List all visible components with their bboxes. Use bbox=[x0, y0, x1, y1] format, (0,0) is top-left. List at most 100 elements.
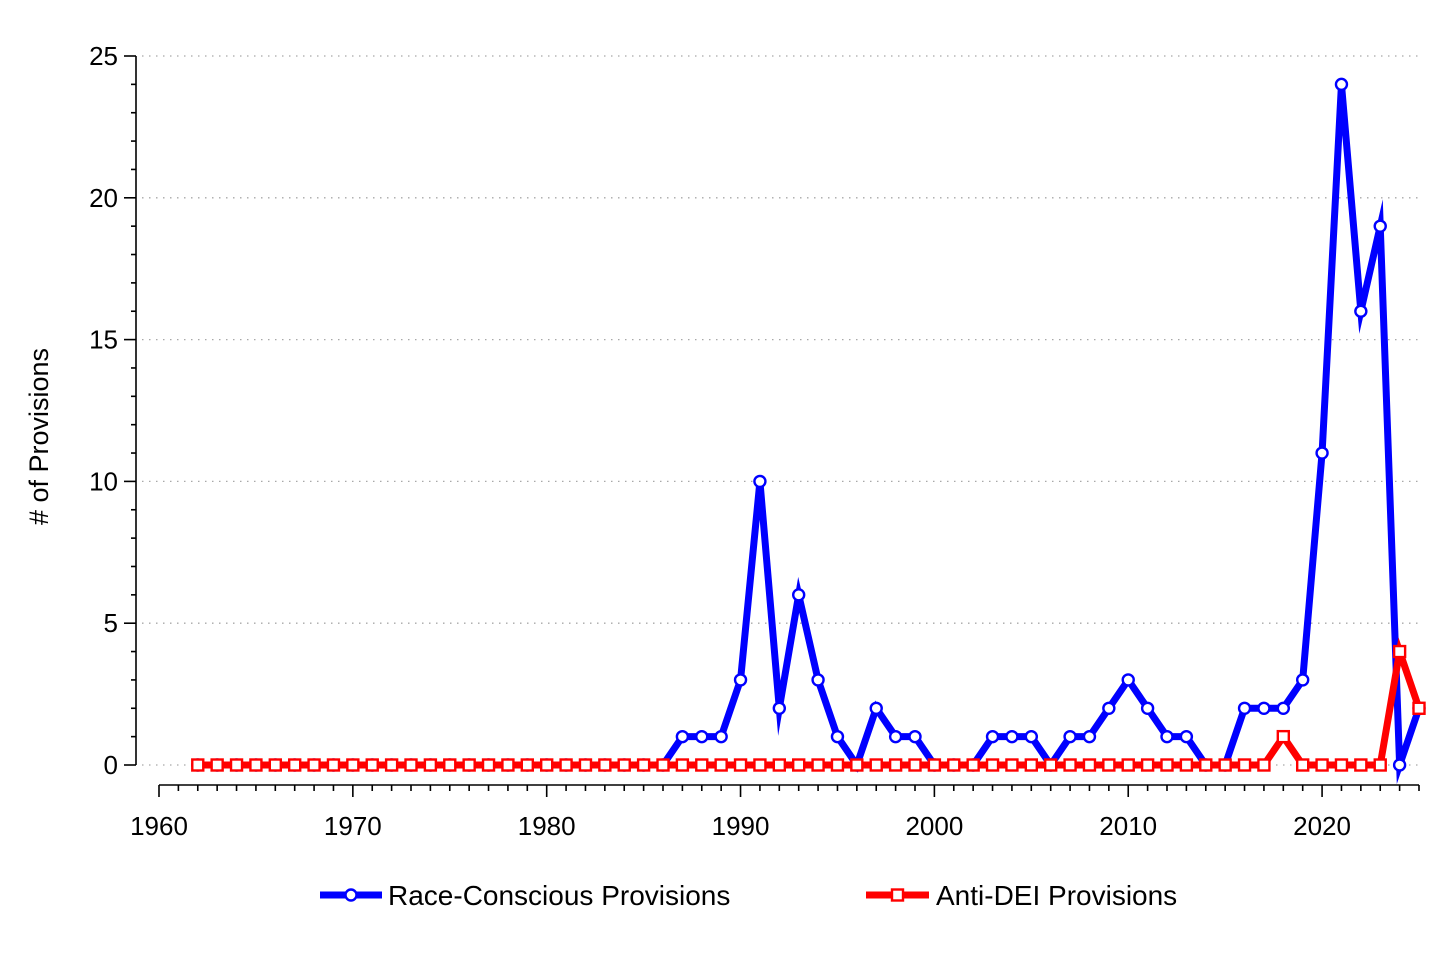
data-point bbox=[1063, 729, 1077, 744]
data-point bbox=[1043, 758, 1058, 772]
data-point bbox=[249, 758, 263, 772]
data-point bbox=[927, 758, 942, 772]
data-point bbox=[811, 673, 825, 687]
data-point bbox=[384, 758, 399, 772]
data-point bbox=[733, 758, 748, 772]
data-point bbox=[1237, 758, 1252, 772]
series-line bbox=[197, 637, 1423, 769]
data-point bbox=[1121, 758, 1135, 772]
data-point bbox=[908, 729, 922, 744]
data-point bbox=[1257, 758, 1271, 772]
data-point bbox=[326, 758, 341, 772]
data-point bbox=[830, 758, 845, 772]
data-point bbox=[1276, 701, 1291, 715]
data-point bbox=[1005, 758, 1019, 772]
x-tick-label: 2000 bbox=[905, 811, 963, 841]
data-point bbox=[423, 758, 438, 772]
data-point bbox=[481, 758, 496, 772]
data-point bbox=[598, 758, 612, 772]
data-point bbox=[985, 758, 1000, 772]
data-point bbox=[1024, 729, 1039, 744]
y-tick-label: 5 bbox=[104, 608, 118, 638]
data-point bbox=[772, 758, 787, 772]
x-tick-label: 2020 bbox=[1293, 811, 1351, 841]
legend-item-race-conscious: Race-Conscious Provisions bbox=[320, 880, 730, 911]
data-point bbox=[753, 474, 767, 489]
data-point bbox=[1295, 673, 1310, 687]
x-tick-label: 1990 bbox=[712, 811, 770, 841]
data-point bbox=[695, 758, 709, 772]
data-point bbox=[675, 758, 690, 772]
data-point bbox=[1102, 758, 1116, 772]
data-point bbox=[229, 758, 244, 772]
data-point bbox=[947, 758, 961, 772]
data-point bbox=[714, 729, 728, 744]
data-point bbox=[1179, 758, 1194, 772]
legend-square-marker-icon bbox=[890, 888, 905, 902]
data-point bbox=[1160, 758, 1174, 772]
data-point bbox=[1315, 446, 1329, 460]
data-point bbox=[753, 758, 767, 772]
data-point bbox=[675, 729, 690, 744]
y-axis-title: # of Provisions bbox=[24, 348, 54, 525]
data-point bbox=[1082, 758, 1097, 772]
data-series bbox=[191, 77, 1426, 785]
x-tick-label: 1980 bbox=[518, 811, 576, 841]
data-point bbox=[772, 701, 787, 715]
legend-label: Race-Conscious Provisions bbox=[388, 880, 730, 911]
data-point bbox=[985, 729, 1000, 744]
tick-labels: 0 5 10 15 20 25 1960 1970 1980 1990 2000 2010 2020 bbox=[89, 41, 1351, 841]
x-tick-label: 1970 bbox=[324, 811, 382, 841]
y-tick-label: 15 bbox=[89, 325, 118, 355]
data-point bbox=[443, 758, 457, 772]
data-point bbox=[210, 758, 224, 772]
data-point bbox=[501, 758, 515, 772]
data-point bbox=[1237, 701, 1252, 715]
y-tick-label: 25 bbox=[89, 41, 118, 71]
data-point bbox=[1373, 219, 1387, 233]
data-point bbox=[1160, 729, 1174, 744]
data-point bbox=[539, 758, 554, 772]
data-point bbox=[1334, 77, 1349, 92]
data-point bbox=[1199, 758, 1213, 772]
data-point bbox=[1005, 729, 1019, 744]
x-tick-label: 2010 bbox=[1099, 811, 1157, 841]
data-point bbox=[888, 758, 903, 772]
data-point bbox=[365, 758, 379, 772]
data-point bbox=[850, 758, 864, 772]
data-point bbox=[636, 758, 651, 772]
data-point bbox=[869, 758, 883, 772]
data-point bbox=[1334, 758, 1349, 772]
data-point bbox=[1257, 701, 1271, 715]
tick-marks bbox=[124, 55, 1420, 797]
data-point bbox=[404, 758, 418, 772]
data-point bbox=[1412, 701, 1426, 715]
data-point bbox=[1179, 729, 1194, 744]
data-point bbox=[966, 758, 980, 772]
data-point bbox=[1354, 758, 1368, 772]
data-point bbox=[1121, 673, 1135, 687]
data-point bbox=[559, 758, 573, 772]
legend-label: Anti-DEI Provisions bbox=[936, 880, 1177, 911]
y-tick-label: 20 bbox=[89, 183, 118, 213]
data-point bbox=[830, 729, 845, 744]
data-point bbox=[908, 758, 922, 772]
data-point bbox=[1218, 758, 1232, 772]
data-point bbox=[287, 758, 302, 772]
data-point bbox=[1392, 644, 1407, 659]
data-point bbox=[733, 673, 748, 687]
data-point bbox=[888, 729, 903, 744]
data-point bbox=[656, 758, 670, 772]
data-point bbox=[462, 758, 476, 772]
data-point bbox=[1295, 758, 1310, 772]
x-tick-label: 1960 bbox=[130, 811, 188, 841]
legend-circle-marker-icon bbox=[344, 888, 358, 902]
data-point bbox=[791, 758, 806, 772]
y-tick-label: 10 bbox=[89, 466, 118, 496]
data-point bbox=[1082, 729, 1097, 744]
y-tick-label: 0 bbox=[104, 750, 118, 780]
grid-lines bbox=[142, 55, 1420, 766]
data-point bbox=[191, 758, 205, 772]
data-point bbox=[695, 729, 709, 744]
